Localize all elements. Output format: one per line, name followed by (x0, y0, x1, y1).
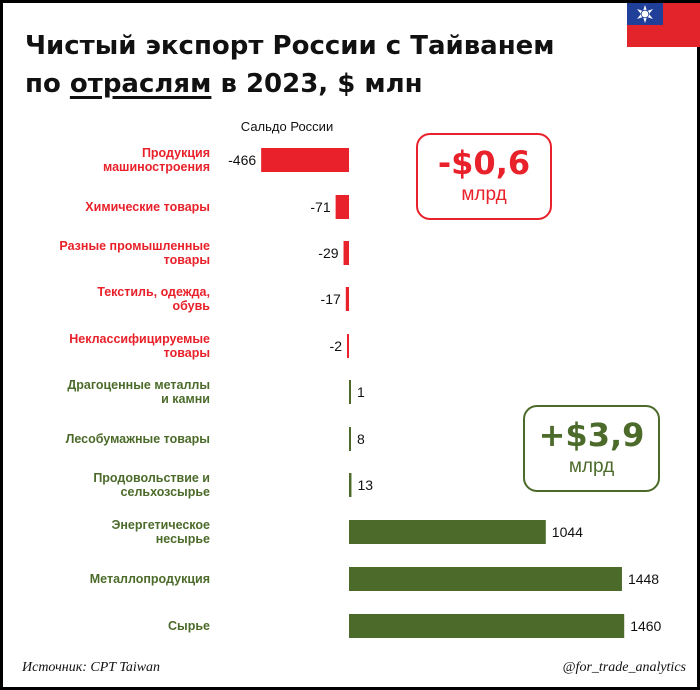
bar-8 (349, 520, 546, 544)
taiwan-flag-icon (627, 3, 700, 47)
bars-layer: -466 Продукция машиностроения -71 Химические… (59, 146, 662, 638)
category-label-5: Драгоценные металлы и камни (67, 378, 210, 406)
value-label-3: -17 (321, 291, 341, 307)
bar-7 (349, 473, 352, 497)
negative-total-callout: -$0,6 млрд (416, 133, 552, 220)
category-label-10-line-0: Сырье (168, 619, 210, 633)
category-label-3-line-1: обувь (172, 299, 210, 313)
value-label-6: 8 (357, 431, 365, 447)
positive-total-amount: +$3,9 (538, 416, 645, 454)
category-label-8-line-1: несырье (156, 532, 210, 546)
category-label-10: Сырье (168, 619, 210, 633)
chart-title: Чистый экспорт России с Тайванем по отра… (25, 27, 585, 103)
value-label-0: -466 (228, 152, 256, 168)
category-label-5-line-0: Драгоценные металлы (67, 378, 210, 392)
positive-total-callout: +$3,9 млрд (523, 405, 660, 492)
category-label-0-line-0: Продукция (142, 146, 210, 160)
bar-3 (345, 287, 349, 311)
category-label-5-line-1: и камни (161, 392, 210, 406)
value-label-10: 1460 (630, 618, 661, 634)
category-label-8: Энергетическое несырье (111, 518, 210, 546)
category-label-9: Металлопродукция (90, 572, 210, 586)
source-note: Источник: CPT Taiwan (22, 660, 161, 675)
negative-total-unit: млрд (461, 184, 507, 205)
bar-1 (335, 195, 349, 219)
category-label-6-line-0: Лесобумажные товары (66, 432, 210, 446)
category-label-8-line-0: Энергетическое (111, 518, 210, 532)
category-label-0-line-1: машиностроения (103, 160, 210, 174)
title-line-2-underlined: отраслям (69, 69, 212, 99)
category-label-4: Неклассифицируемые товары (69, 332, 210, 360)
category-label-2-line-0: Разные промышленные (59, 239, 210, 253)
category-label-1: Химические товары (85, 200, 210, 214)
category-label-7-line-1: сельхозсырье (121, 485, 210, 499)
title-line-2-suffix: в 2023, $ млн (211, 69, 423, 99)
category-label-9-line-0: Металлопродукция (90, 572, 210, 586)
category-label-1-line-0: Химические товары (85, 200, 210, 214)
category-label-4-line-0: Неклассифицируемые (69, 332, 210, 346)
bar-4 (347, 334, 349, 358)
value-label-2: -29 (318, 245, 338, 261)
positive-total-unit: млрд (568, 456, 615, 477)
category-label-3: Текстиль, одежда, обувь (97, 285, 210, 313)
category-label-7-line-0: Продовольствие и (93, 471, 210, 485)
category-label-6: Лесобумажные товары (66, 432, 210, 446)
category-label-7: Продовольствие и сельхозсырье (93, 471, 210, 499)
value-label-5: 1 (357, 384, 365, 400)
value-label-9: 1448 (628, 571, 659, 587)
negative-total-amount: -$0,6 (437, 144, 531, 182)
value-label-7: 13 (357, 477, 373, 493)
author-handle: @for_trade_analytics (562, 660, 686, 675)
bar-10 (349, 614, 625, 638)
bar-9 (349, 567, 622, 591)
category-label-2-line-1: товары (164, 253, 210, 267)
title-line-2-prefix: по (25, 69, 70, 99)
category-label-3-line-0: Текстиль, одежда, (97, 285, 210, 299)
value-axis-label: Сальдо России (241, 119, 333, 134)
bar-2 (343, 241, 349, 265)
bar-6 (349, 427, 351, 451)
bar-5 (349, 380, 351, 404)
category-label-4-line-1: товары (164, 346, 210, 360)
value-label-8: 1044 (552, 524, 583, 540)
title-line-1: Чистый экспорт России с Тайванем (25, 31, 555, 61)
category-label-2: Разные промышленные товары (59, 239, 210, 267)
bar-0 (261, 148, 349, 172)
value-label-1: -71 (310, 199, 330, 215)
category-label-0: Продукция машиностроения (103, 146, 210, 174)
value-label-4: -2 (330, 338, 343, 354)
